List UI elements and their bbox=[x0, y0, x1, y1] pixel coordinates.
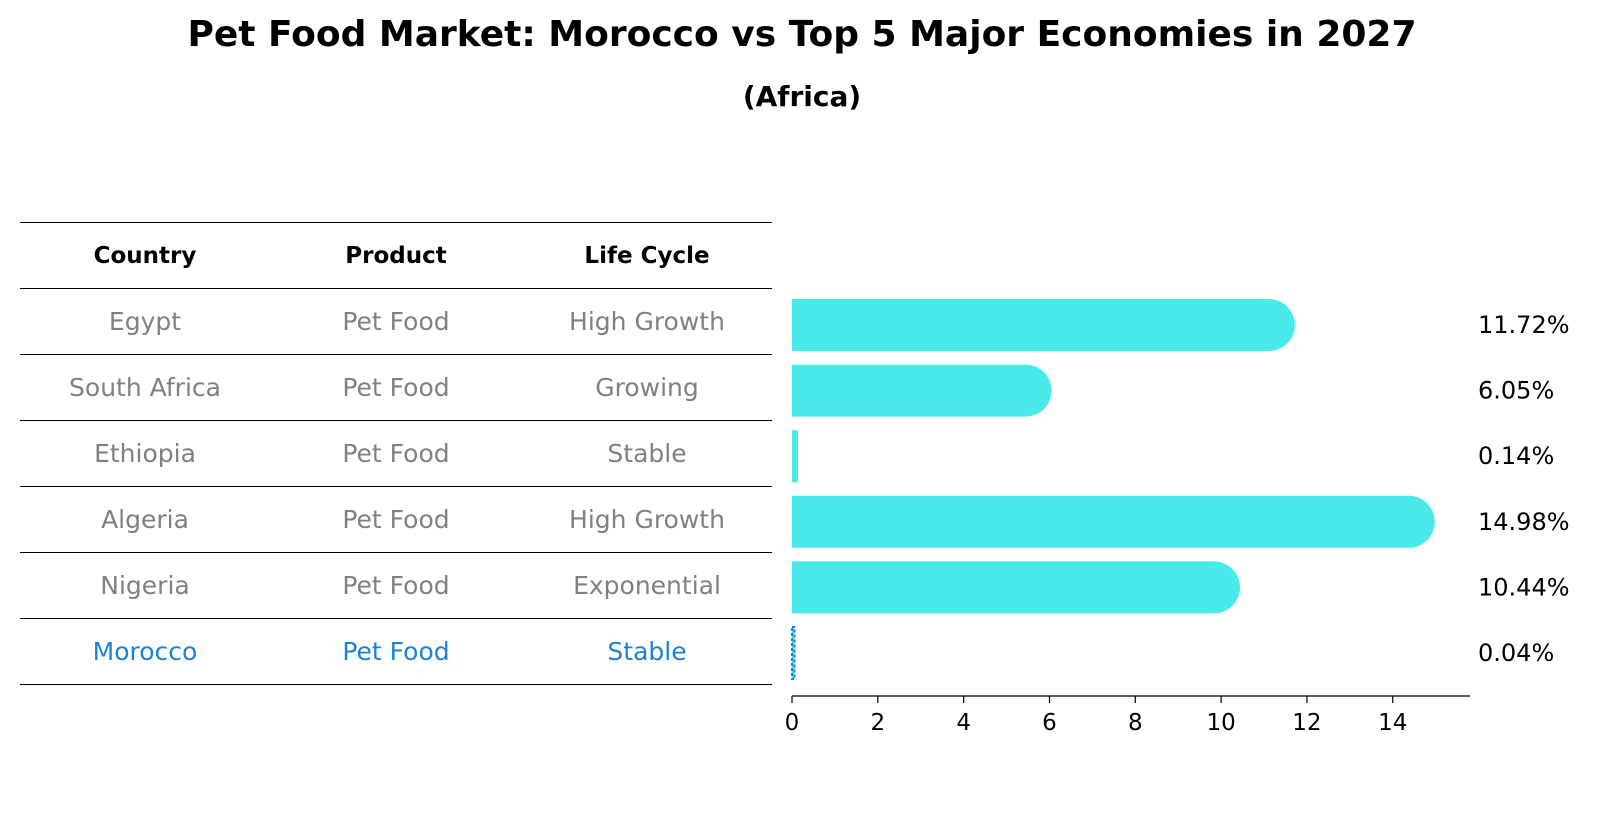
x-tick-label: 6 bbox=[1042, 710, 1057, 736]
product-cell: Pet Food bbox=[342, 439, 450, 468]
life-cycle-cell: High Growth bbox=[569, 307, 725, 336]
product-cell: Pet Food bbox=[342, 505, 450, 534]
life-cycle-cell: Stable bbox=[607, 637, 687, 666]
chart-title: Pet Food Market: Morocco vs Top 5 Major … bbox=[187, 14, 1417, 55]
life-cycle-cell: Stable bbox=[607, 439, 687, 468]
x-tick-label: 0 bbox=[785, 710, 800, 736]
country-cell: Nigeria bbox=[100, 571, 190, 600]
life-cycle-cell: High Growth bbox=[569, 505, 725, 534]
table-row: Ethiopia Pet Food Stable bbox=[20, 421, 772, 487]
product-cell: Pet Food bbox=[342, 571, 450, 600]
header-product: Product bbox=[345, 242, 447, 269]
bar-morocco bbox=[791, 626, 796, 680]
value-label: 14.98% bbox=[1478, 508, 1570, 536]
country-cell: South Africa bbox=[69, 373, 221, 402]
country-cell: Ethiopia bbox=[94, 439, 196, 468]
table-row: Egypt Pet Food High Growth bbox=[20, 289, 772, 355]
x-tick-label: 12 bbox=[1292, 710, 1321, 736]
x-tick-label: 2 bbox=[871, 710, 886, 736]
x-tick-label: 10 bbox=[1206, 710, 1235, 736]
life-cycle-cell: Exponential bbox=[573, 571, 721, 600]
x-tick-label: 4 bbox=[956, 710, 971, 736]
bar-south-africa bbox=[792, 364, 1052, 417]
value-label: 6.05% bbox=[1478, 377, 1554, 405]
table-header-row: Country Product Life Cycle bbox=[20, 223, 772, 289]
life-cycle-cell: Growing bbox=[595, 373, 699, 402]
country-cell: Algeria bbox=[101, 505, 189, 534]
chart-subtitle: (Africa) bbox=[742, 80, 862, 113]
value-label: 10.44% bbox=[1478, 573, 1570, 601]
header-life-cycle: Life Cycle bbox=[584, 242, 710, 269]
bar-algeria bbox=[792, 495, 1435, 548]
bar-nigeria bbox=[792, 561, 1240, 614]
table-row: South Africa Pet Food Growing bbox=[20, 355, 772, 421]
value-label: 0.04% bbox=[1478, 639, 1554, 667]
bar-egypt bbox=[792, 299, 1295, 351]
country-cell: Egypt bbox=[108, 307, 182, 336]
bar-ethiopia bbox=[792, 430, 799, 483]
table-row: Nigeria Pet Food Exponential bbox=[20, 553, 772, 619]
product-cell: Pet Food bbox=[342, 637, 450, 666]
x-tick-label: 8 bbox=[1128, 710, 1143, 736]
country-table: Country Product Life Cycle Egypt Pet Foo… bbox=[20, 222, 772, 685]
table-row-highlight: Morocco Pet Food Stable bbox=[20, 619, 772, 685]
table-row: Algeria Pet Food High Growth bbox=[20, 487, 772, 553]
x-tick-label: 14 bbox=[1378, 710, 1407, 736]
value-label: 11.72% bbox=[1478, 311, 1570, 339]
country-cell: Morocco bbox=[92, 637, 198, 666]
header-country: Country bbox=[93, 242, 197, 269]
value-label: 0.14% bbox=[1478, 442, 1554, 470]
product-cell: Pet Food bbox=[342, 307, 450, 336]
product-cell: Pet Food bbox=[342, 373, 450, 402]
